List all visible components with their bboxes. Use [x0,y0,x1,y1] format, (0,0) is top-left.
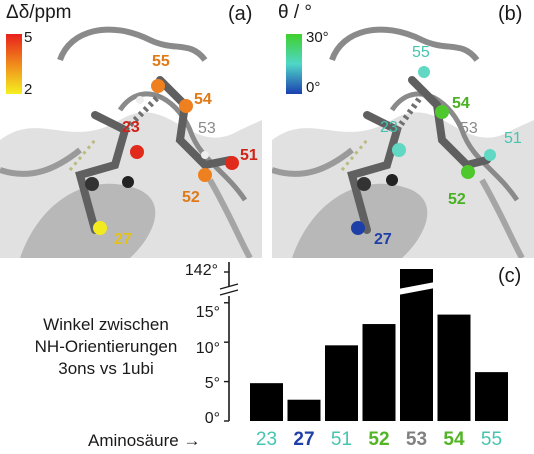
residue-label-51: 51 [504,130,522,147]
residue-sphere-27 [351,221,365,235]
x-tick-label-54: 54 [443,429,465,450]
panel-a: Δδ/ppm 5 2 (a) 55 54 23 53 51 52 27 [0,0,262,258]
color-scale-bar [6,34,22,94]
bar-52 [362,324,396,421]
bar-23 [250,383,283,421]
residue-sphere-27 [93,221,107,235]
scale-min-label: 0° [306,79,321,96]
residue-sphere-52 [461,165,475,179]
y-tick-label-5: 5° [204,375,220,392]
residue-label-54: 54 [452,95,470,112]
protein-structure-a [0,26,262,258]
panel-label: (a) [228,3,253,25]
caption-line-2: NH-Orientierungen [34,337,178,356]
y-tick-label-10: 10° [195,340,220,357]
residue-sphere-23 [392,143,406,157]
bar-54 [437,314,471,421]
scale-max-label: 5 [24,29,33,46]
bar-55 [475,372,508,421]
residue-label-52: 52 [448,191,466,208]
residue-label-53: 53 [460,120,478,137]
caption-line-3: 3ons vs 1ubi [58,359,154,378]
protein-structure-b [272,26,534,258]
x-tick-label-55: 55 [480,429,503,450]
bar-51 [325,345,358,421]
residue-label-55: 55 [152,53,170,70]
residue-label-23: 23 [380,119,398,136]
axis-break-mark-2 [219,289,239,296]
residue-sphere-54 [179,99,193,113]
residue-sphere-55 [418,66,430,78]
bar-break-gap [398,282,435,295]
scale-title: Δδ/ppm [6,2,72,23]
bar-27 [287,399,321,421]
residue-label-23: 23 [122,119,140,136]
residue-sphere-51 [225,156,239,170]
arrow-icon: → [183,431,201,450]
residue-label-52: 52 [182,189,200,206]
residue-label-27: 27 [374,231,392,248]
x-tick-label-23: 23 [255,429,278,450]
residue-sphere-23 [130,145,144,159]
x-tick-label-52: 52 [368,429,390,450]
residue-sphere-51 [484,149,496,161]
residue-label-53: 53 [198,120,216,137]
panel-label-c: (c) [498,265,522,287]
bar-53 [400,269,433,421]
x-tick-label-27: 27 [293,429,315,450]
chart-caption: Winkel zwischen NH-Orientierungen 3ons v… [0,314,212,380]
scale-max-label: 30° [306,29,329,46]
panel-b: θ / ° 30° 0° (b) 55 54 23 53 51 52 27 [272,0,534,258]
color-scale-bar [286,34,302,94]
x-tick-label-51: 51 [330,429,353,450]
residue-label-27: 27 [114,231,132,248]
panel-label: (b) [498,3,523,25]
x-axis-title: Aminosäure [88,431,179,450]
caption-line-1: Winkel zwischen [43,315,169,334]
residue-label-54: 54 [194,91,212,108]
residue-label-55: 55 [412,44,430,61]
x-axis-label: Aminosäure → [88,432,200,449]
x-tick-label-53: 53 [405,429,428,450]
y-tick-label-15: 15° [195,304,220,321]
residue-label-51: 51 [240,147,258,164]
scale-min-label: 2 [24,81,33,98]
y-break-tick-label: 142° [184,262,218,279]
residue-sphere-52 [198,168,212,182]
axis-break-mark-1 [219,283,239,290]
residue-sphere-55 [151,79,165,93]
scale-title: θ / ° [278,2,313,23]
y-tick-label-0: 0° [204,410,220,427]
residue-sphere-54 [435,105,449,119]
